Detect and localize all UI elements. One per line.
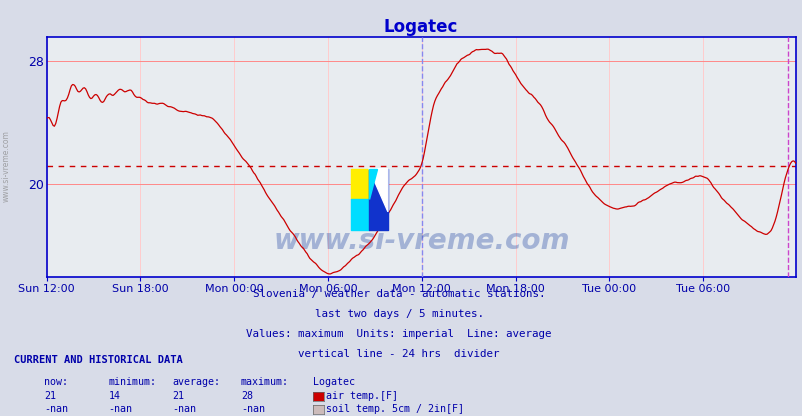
- Text: air temp.[F]: air temp.[F]: [326, 391, 398, 401]
- Text: last two days / 5 minutes.: last two days / 5 minutes.: [314, 309, 483, 319]
- Text: 28: 28: [241, 391, 253, 401]
- Text: CURRENT AND HISTORICAL DATA: CURRENT AND HISTORICAL DATA: [14, 355, 183, 365]
- Text: Values: maximum  Units: imperial  Line: average: Values: maximum Units: imperial Line: av…: [246, 329, 551, 339]
- Text: www.si-vreme.com: www.si-vreme.com: [273, 227, 569, 255]
- Title: Logatec: Logatec: [383, 18, 458, 36]
- Text: Slovenia / weather data - automatic stations.: Slovenia / weather data - automatic stat…: [253, 289, 545, 299]
- Text: vertical line - 24 hrs  divider: vertical line - 24 hrs divider: [298, 349, 499, 359]
- Text: Logatec: Logatec: [313, 377, 354, 387]
- Text: -nan: -nan: [44, 404, 68, 414]
- Text: now:: now:: [44, 377, 68, 387]
- Text: 21: 21: [44, 391, 56, 401]
- Text: 14: 14: [108, 391, 120, 401]
- Text: -nan: -nan: [241, 404, 265, 414]
- Text: soil temp. 5cm / 2in[F]: soil temp. 5cm / 2in[F]: [326, 404, 464, 414]
- Text: -nan: -nan: [172, 404, 196, 414]
- Text: 21: 21: [172, 391, 184, 401]
- Polygon shape: [368, 168, 376, 200]
- Text: average:: average:: [172, 377, 221, 387]
- Text: -nan: -nan: [108, 404, 132, 414]
- Text: minimum:: minimum:: [108, 377, 156, 387]
- Text: www.si-vreme.com: www.si-vreme.com: [2, 131, 11, 202]
- Polygon shape: [368, 168, 387, 212]
- Text: maximum:: maximum:: [241, 377, 289, 387]
